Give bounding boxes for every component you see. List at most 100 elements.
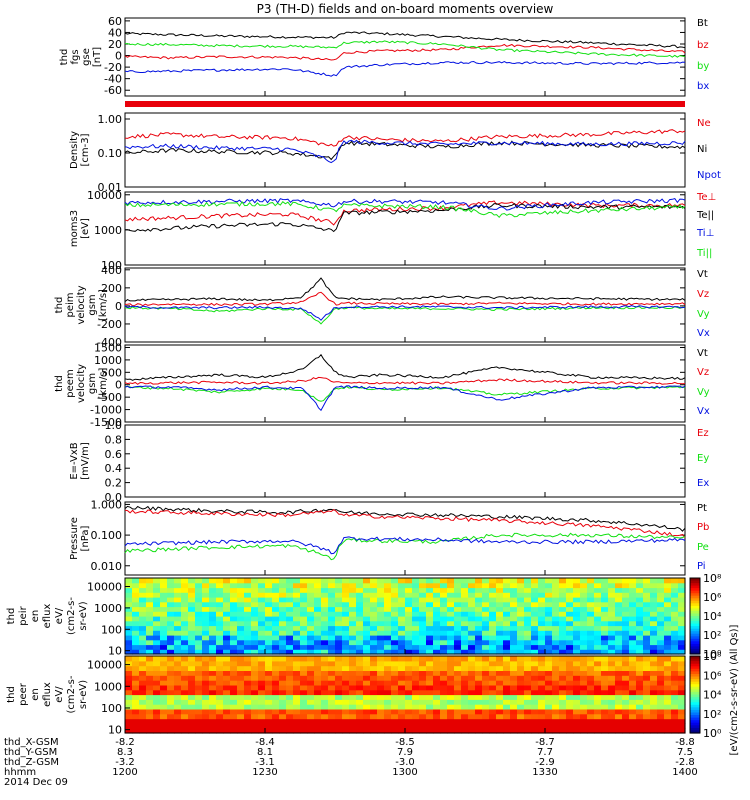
spectro-cell (272, 592, 280, 598)
spectro-cell (321, 592, 329, 598)
spectro-cell (489, 723, 497, 729)
spectro-cell (181, 649, 189, 655)
y-tick-label: 60 (108, 15, 122, 28)
spectro-cell (412, 723, 420, 729)
spectro-cell (209, 582, 217, 589)
spectro-cell (223, 630, 231, 636)
spectro-cell (433, 723, 441, 729)
spectro-cell (125, 582, 133, 589)
spectro-cell (419, 601, 427, 608)
spectro-cell (251, 635, 259, 641)
spectro-cell (622, 597, 630, 603)
spectro-cell (405, 616, 413, 622)
spectro-cell (384, 708, 392, 715)
legend-peem-1: Vz (697, 367, 709, 378)
spectro-cell (573, 670, 581, 676)
spectro-cell (433, 684, 441, 691)
spectro-cell (321, 635, 329, 641)
spectro-cell (412, 680, 420, 686)
spectro-cell (279, 644, 287, 650)
spectro-cell (440, 660, 448, 667)
spectro-cell (678, 606, 686, 612)
spectro-cell (279, 656, 287, 662)
spectro-cell (587, 684, 595, 691)
spectro-cell (419, 635, 427, 641)
spectro-cell (391, 597, 399, 603)
spectro-cell (307, 649, 315, 655)
spectro-cell (398, 578, 406, 584)
spectro-cell (307, 639, 315, 646)
spectro-cell (279, 649, 287, 655)
series-fgs-1 (124, 43, 686, 61)
spectro-cell (251, 644, 259, 650)
spectro-cell (153, 660, 161, 667)
spectro-cell (524, 656, 532, 662)
spectro-cell (594, 723, 602, 729)
spectro-cell (538, 620, 546, 627)
spectro-cell (419, 656, 427, 662)
spectro-cell (160, 684, 168, 691)
spectro-cell (314, 708, 322, 715)
spectro-cell (489, 656, 497, 662)
spectro-cell (363, 597, 371, 603)
spectro-cell (216, 699, 224, 705)
spectro-cell (174, 644, 182, 650)
spectro-cell (643, 656, 651, 662)
spectro-cell (559, 606, 567, 612)
colorbar-cell (690, 727, 700, 732)
spectro-cell (664, 670, 672, 676)
spectro-cell (629, 670, 637, 676)
spectro-cell (265, 675, 273, 681)
spectro-cell (545, 578, 553, 584)
spectro-cell (342, 699, 350, 705)
spectro-cell (531, 704, 539, 710)
spectro-cell (566, 723, 574, 729)
spectro-cell (433, 689, 441, 696)
spectro-cell (279, 587, 287, 593)
spectro-cell (230, 597, 238, 603)
spectro-cell (223, 708, 231, 715)
spectro-cell (328, 649, 336, 655)
spectro-cell (482, 620, 490, 627)
spectro-cell (398, 625, 406, 631)
spectro-cell (209, 601, 217, 608)
spectro-cell (181, 680, 189, 686)
spectro-cell (447, 597, 455, 603)
spectro-cell (132, 694, 140, 700)
spectro-cell (258, 656, 266, 662)
spectro-cell (272, 699, 280, 705)
spectro-cell (265, 694, 273, 700)
spectro-cell (265, 684, 273, 691)
spectro-cell (559, 699, 567, 705)
spectro-cell (377, 708, 385, 715)
spectro-cell (559, 587, 567, 593)
spectro-cell (475, 670, 483, 676)
spectro-cell (125, 675, 133, 681)
spectro-cell (328, 630, 336, 636)
spectro-cell (377, 592, 385, 598)
spectro-cell (167, 680, 175, 686)
spectro-cell (384, 728, 392, 734)
spectro-cell (370, 611, 378, 617)
spectro-cell (153, 635, 161, 641)
spectro-cell (650, 675, 658, 681)
spectro-cell (524, 718, 532, 724)
colorbar-cell (690, 663, 700, 667)
spectro-cell (328, 680, 336, 686)
spectro-cell (664, 694, 672, 700)
spectro-cell (594, 665, 602, 671)
spectro-cell (342, 684, 350, 691)
spectro-cell (531, 630, 539, 636)
spectro-cell (629, 644, 637, 650)
spectro-cell (153, 597, 161, 603)
spectro-cell (328, 723, 336, 729)
spectro-cell (139, 635, 147, 641)
spectro-cell (272, 630, 280, 636)
spectro-cell (167, 675, 175, 681)
spectro-cell (216, 625, 224, 631)
spectro-cell (503, 620, 511, 627)
spectro-cell (489, 606, 497, 612)
spectro-cell (608, 649, 616, 655)
spectro-cell (321, 656, 329, 662)
spectro-cell (636, 582, 644, 589)
